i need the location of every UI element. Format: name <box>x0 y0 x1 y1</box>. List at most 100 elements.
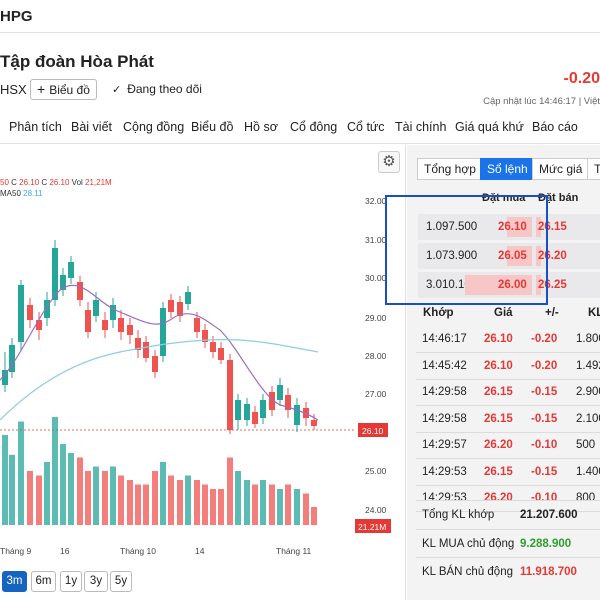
volume-bar <box>68 453 74 525</box>
trade-time: 14:29:58 <box>422 412 467 425</box>
order-book-row: 3.010.100 26.00 26.25 <box>418 272 600 298</box>
nav-item-bieu-do[interactable]: Biểu đồ <box>191 120 234 134</box>
y-tick-label: 31.00 <box>365 235 387 245</box>
candle-body <box>152 356 158 372</box>
ask-price: 26.25 <box>538 279 567 291</box>
summary-row: KL MUA chủ động 9.288.900 <box>416 529 600 557</box>
trade-row[interactable]: 14:29:58 26.15 -0.15 2.100 <box>416 406 600 433</box>
updated-time: Cập nhật lúc 14:46:17 | Việt <box>483 96 600 107</box>
plus-icon: + <box>37 81 46 97</box>
volume-bar <box>36 475 42 525</box>
volume-bar <box>168 475 174 525</box>
ticker-symbol: HPG <box>0 8 33 25</box>
range-1y[interactable]: 1y <box>60 571 82 592</box>
candle-body <box>252 412 258 424</box>
bid-volume-bar <box>507 217 532 237</box>
trade-row[interactable]: 14:45:42 26.10 -0.20 1.492.900 <box>416 353 600 380</box>
nav-item-ho-so[interactable]: Hồ sơ <box>244 120 278 134</box>
order-volume: 1.097.500 <box>426 221 478 233</box>
candle-body <box>102 320 108 330</box>
trade-change: -0.20 <box>531 333 558 345</box>
bid-volume-bar <box>507 246 532 266</box>
volume-bar <box>194 480 200 525</box>
range-5y[interactable]: 5y <box>110 571 132 592</box>
trade-price: 26.15 <box>484 465 513 478</box>
trade-row[interactable]: 14:29:58 26.15 -0.15 2.900 <box>416 379 600 406</box>
candle-body <box>60 275 66 290</box>
nav-item-phan-tich[interactable]: Phân tích <box>9 120 62 134</box>
candle-body <box>260 400 266 418</box>
trade-row[interactable]: 14:46:17 26.10 -0.20 1.800 <box>416 326 600 353</box>
trade-volume: 2.900 <box>576 386 600 398</box>
y-tick-label: 24.00 <box>365 505 387 515</box>
nav-item-co-dong[interactable]: Cổ đông <box>290 120 338 134</box>
chart-button[interactable]: + Biểu đồ <box>30 79 97 100</box>
tab-muc-gia[interactable]: Mức giá <box>532 158 590 180</box>
candle-body <box>143 342 149 358</box>
volume-bar <box>85 471 91 525</box>
summary-label: KL MUA chủ động <box>422 538 515 550</box>
y-tick-label: 29.00 <box>365 313 387 323</box>
nav-item-cong-dong[interactable]: Cộng đồng <box>123 120 185 134</box>
trade-row[interactable]: 14:29:57 26.20 -0.10 500 <box>416 432 600 459</box>
trade-price: 26.15 <box>484 412 513 425</box>
price-chart-panel <box>0 145 406 600</box>
x-tick-label: 16 <box>60 546 70 556</box>
trade-time: 14:29:57 <box>422 439 467 451</box>
nav-item-co-tuc[interactable]: Cổ tức <box>347 120 385 134</box>
volume-bar <box>44 462 50 525</box>
volume-bar <box>127 480 133 525</box>
ask-price: 26.15 <box>538 221 567 233</box>
gear-icon[interactable]: ⚙ <box>378 151 400 173</box>
candle-body <box>202 330 208 342</box>
order-volume: 1.073.900 <box>426 250 478 262</box>
trades-header-price: Giá <box>494 307 513 319</box>
candle-body <box>277 385 283 400</box>
trade-row[interactable]: 14:29:53 26.20 -0.10 800 <box>416 485 600 512</box>
candle-body <box>9 345 15 372</box>
volume-bar <box>269 484 275 525</box>
volume-bar <box>143 484 149 525</box>
range-3m[interactable]: 3m <box>2 571 27 592</box>
volume-bar <box>93 466 99 525</box>
bid-price: 26.10 <box>498 221 527 233</box>
trade-change: -0.15 <box>531 412 558 425</box>
follow-toggle[interactable]: ✓ Đang theo dõi <box>112 82 202 96</box>
nav-item-tai-chinh[interactable]: Tài chính <box>395 120 447 134</box>
candle-body <box>294 405 300 425</box>
trade-row[interactable]: 14:29:53 26.15 -0.15 1.400 <box>416 459 600 486</box>
tab-so-lenh[interactable]: Sổ lệnh <box>480 158 535 180</box>
trades-header-time: Khớp <box>423 307 454 319</box>
range-6m[interactable]: 6m <box>31 571 56 592</box>
volume-bar <box>2 435 8 525</box>
volume-bar <box>77 457 83 525</box>
candlestick-chart[interactable]: 32.00 31.00 30.00 29.00 28.00 27.00 25.00 24.00… <box>0 195 406 570</box>
nav-item-gia-qua-khu[interactable]: Giá quá khứ <box>455 120 524 134</box>
x-tick-label: Tháng 11 <box>276 546 312 556</box>
exchange-label: HSX <box>0 82 27 97</box>
tab-more[interactable]: T <box>587 158 600 180</box>
chart-button-label: Biểu đồ <box>49 83 90 97</box>
volume-bar <box>227 457 233 525</box>
main-nav: Phân tích Bài viết Cộng đồng Biểu đồ Hồ … <box>0 112 600 144</box>
summary-label: KL BÁN chủ động <box>422 566 513 578</box>
candle-body <box>27 305 33 320</box>
volume-bar <box>210 489 216 525</box>
nav-item-bao-cao[interactable]: Báo cáo <box>532 120 578 134</box>
range-3y[interactable]: 3y <box>84 571 108 592</box>
y-tick-label: 27.00 <box>365 389 387 399</box>
trades-header-vol: KL <box>588 307 600 319</box>
volume-bar <box>252 484 258 525</box>
price-label: 26.10 <box>362 426 384 436</box>
nav-item-bai-viet[interactable]: Bài viết <box>71 120 112 134</box>
candle-body <box>135 338 141 350</box>
trade-volume: 1.492.900 <box>576 359 600 372</box>
summary-row: Tổng KL khớp 21.207.600 <box>416 500 600 528</box>
candle-body <box>218 348 224 360</box>
candle-body <box>127 325 133 335</box>
volume-bar <box>152 471 158 525</box>
candle-body <box>118 318 124 332</box>
tab-tong-hop[interactable]: Tổng hợp <box>417 158 483 180</box>
volume-bar <box>244 480 250 525</box>
volume-bar <box>285 484 291 525</box>
